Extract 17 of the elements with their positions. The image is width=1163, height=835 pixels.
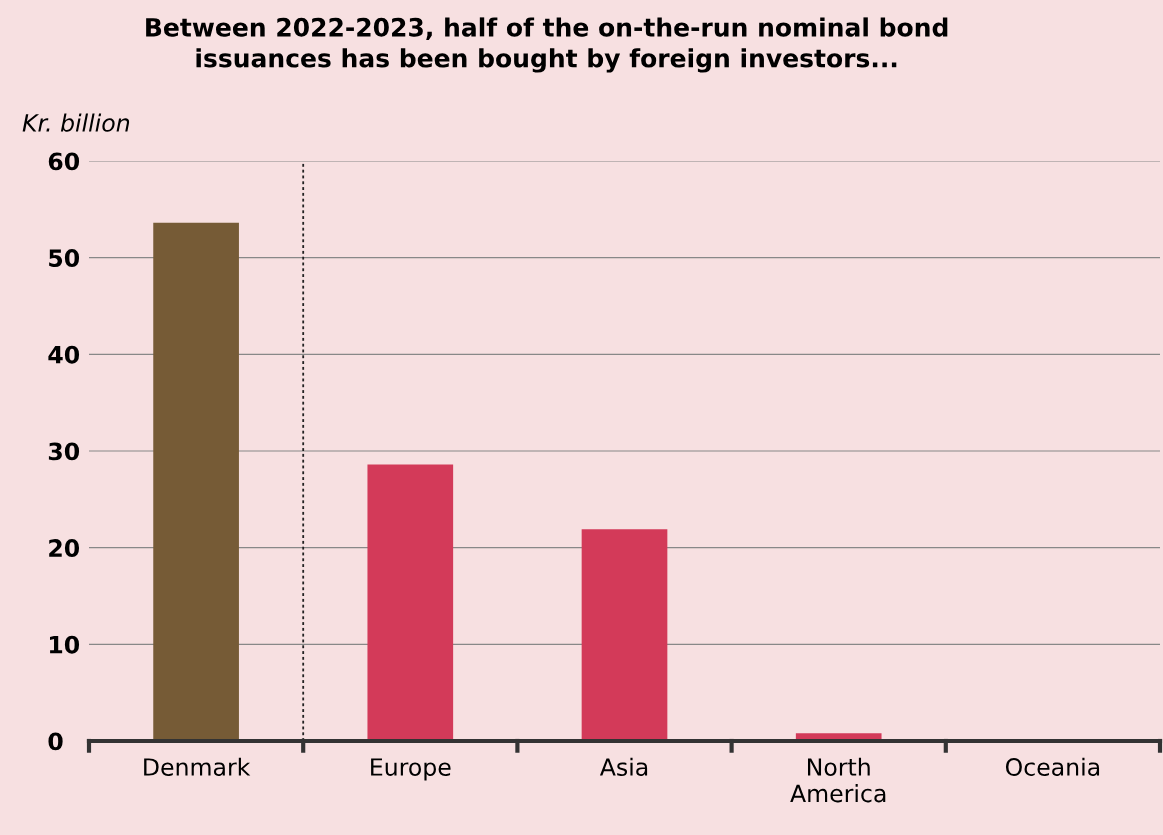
y-axis-title: Kr. billion	[22, 113, 130, 132]
x-tick-label: North America	[790, 757, 886, 803]
y-tick-label: 10	[50, 635, 80, 654]
y-tick-label: 50	[49, 249, 80, 267]
x-tick-label: Denmark	[144, 757, 251, 776]
bar	[367, 464, 454, 741]
y-tick-label: 60	[48, 152, 80, 171]
bar	[581, 529, 668, 741]
y-tick-label: 0	[48, 732, 63, 751]
chart-title: Between 2022-2023, half of the on-the-run nominal bond issuances has been bought by foreign investors...	[146, 17, 948, 73]
x-tick-label: Europe	[371, 758, 451, 781]
y-tick-label: 40	[48, 345, 80, 364]
y-tick-label: 30	[48, 442, 80, 461]
x-tick-label: Asia	[599, 757, 648, 776]
y-tick-label: 20	[49, 539, 80, 557]
x-tick-label: Oceania	[1005, 757, 1100, 776]
bar	[153, 222, 239, 741]
